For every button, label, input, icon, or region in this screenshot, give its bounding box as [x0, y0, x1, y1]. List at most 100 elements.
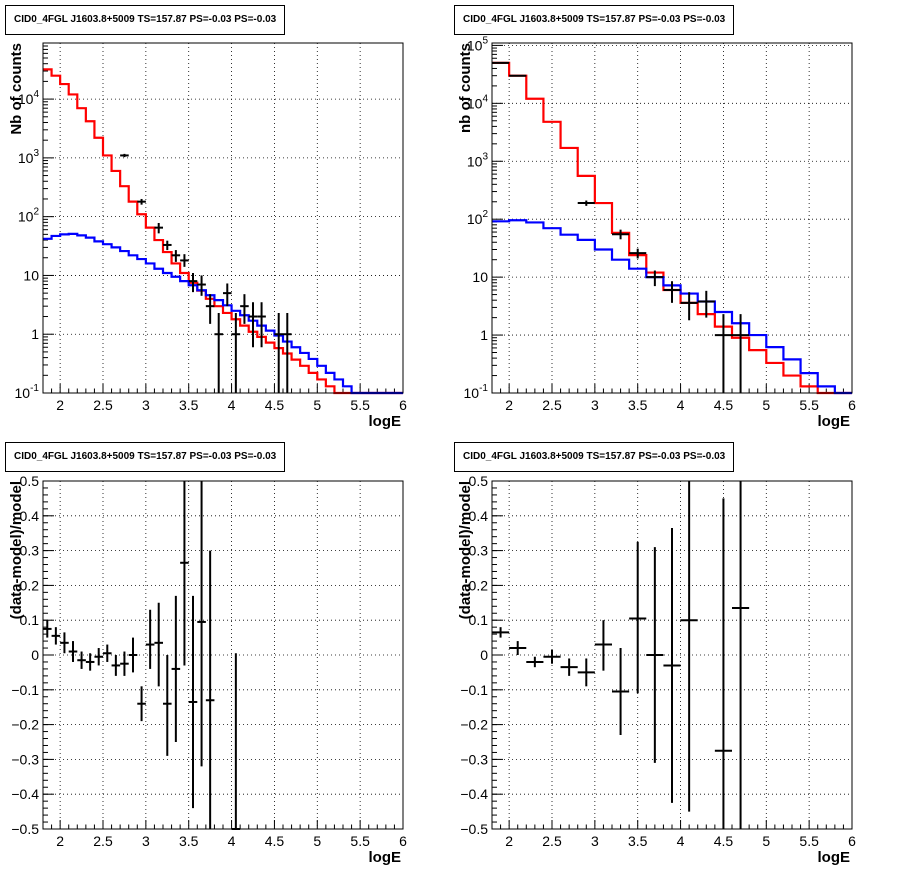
data-point: [77, 651, 86, 669]
x-tick-label: 2.5: [542, 833, 562, 849]
data-point: [283, 312, 292, 393]
data-point: [205, 294, 215, 324]
y-tick-label: −0.3: [11, 751, 39, 767]
y-tick-label: 104: [467, 93, 489, 111]
x-tick-label: 3: [591, 397, 599, 413]
data-point: [137, 686, 146, 722]
data-point: [543, 649, 561, 664]
grid-lines: [492, 43, 852, 393]
data-point: [111, 655, 121, 676]
counts-rebinned-plot: 10-1 1 10 102 103 104 105 2 2.5 3 3.5 4 4.5 5 5.5 6logE…: [457, 35, 856, 430]
data-point: [94, 648, 103, 666]
x-tick-label: 4.5: [265, 833, 285, 849]
y-axis-label: (data-model)/model: [457, 481, 474, 619]
panel-counts-rebinned: 10-1 1 10 102 103 104 105 2 2.5 3 3.5 4 4.5 5 5.5 6 logE…: [449, 0, 898, 437]
x-tick-label: 2.5: [93, 833, 113, 849]
panel-title: CID0_4FGL J1603.8+5009 TS=157.87 PS=-0.0…: [454, 5, 735, 35]
x-tick-label: 5.5: [799, 833, 819, 849]
y-tick-label: 0.1: [469, 612, 489, 628]
y-tick-label: 0.2: [20, 577, 40, 593]
x-tick-label: 4.5: [265, 397, 285, 413]
data-point: [103, 644, 112, 662]
y-tick-label: −0.3: [460, 751, 488, 767]
x-tick-label: 5: [762, 833, 770, 849]
x-tick-label: 2: [505, 397, 513, 413]
x-tick-label: 2: [56, 833, 64, 849]
data-point: [163, 655, 172, 756]
series-line: [43, 232, 403, 395]
x-tick-label: 4.5: [714, 397, 734, 413]
data-point: [180, 481, 189, 666]
data-point: [509, 641, 527, 655]
plot-frame: [42, 42, 404, 394]
x-tick-label: 4: [228, 397, 236, 413]
y-tick-label: 105: [467, 35, 489, 53]
x-tick-label: 3.5: [628, 833, 648, 849]
x-tick-label: 2.5: [542, 397, 562, 413]
x-tick-label: 3.5: [179, 833, 199, 849]
y-tick-label: 10: [472, 269, 488, 285]
y-tick-label: −0.5: [11, 821, 39, 837]
data-point: [231, 312, 241, 393]
panel-title: CID0_4FGL J1603.8+5009 TS=157.87 PS=-0.0…: [454, 442, 735, 472]
y-tick-label: −0.1: [11, 682, 39, 698]
x-tick-label: 4: [228, 833, 236, 849]
data-point: [663, 527, 681, 803]
x-tick-label: 5: [762, 397, 770, 413]
x-tick-label: 3.5: [179, 397, 199, 413]
data-point: [732, 481, 750, 829]
x-tick-label: 3: [142, 397, 150, 413]
y-tick-label: −0.4: [460, 786, 488, 802]
data-point: [154, 222, 163, 234]
x-tick-label: 4.5: [714, 833, 734, 849]
data-point: [137, 198, 146, 205]
x-axis-label: logE: [369, 849, 402, 866]
x-tick-label: 6: [848, 833, 856, 849]
data-point: [509, 74, 527, 77]
y-tick-label: 102: [467, 209, 489, 227]
data-point: [663, 281, 681, 303]
data-point: [594, 620, 612, 671]
y-tick-label: 104: [18, 89, 40, 107]
data-point: [714, 498, 732, 829]
x-axis-label: logE: [369, 413, 402, 430]
panel-title: CID0_4FGL J1603.8+5009 TS=157.87 PS=-0.0…: [5, 442, 286, 472]
series-line: [492, 219, 852, 395]
data-points: [492, 481, 750, 829]
y-tick-label: −0.2: [11, 717, 39, 733]
data-point: [223, 283, 232, 307]
x-tick-label: 4: [677, 833, 685, 849]
data-point: [197, 481, 206, 767]
y-tick-label: 0.4: [469, 508, 489, 524]
y-tick-label: 10-1: [15, 383, 40, 401]
data-point: [231, 653, 241, 830]
y-tick-label: 0: [31, 647, 39, 663]
data-point: [646, 547, 664, 763]
x-axis-label: logE: [818, 849, 851, 866]
data-point: [680, 481, 698, 812]
data-point: [171, 250, 181, 262]
y-tick-label: −0.2: [460, 717, 488, 733]
x-tick-label: 6: [848, 397, 856, 413]
residuals-rebinned-plot: −0.5 −0.4 −0.3 −0.2 −0.1 0 0.1 0.2 0.3 0.4 0.5 2 2.5…: [457, 473, 856, 866]
x-tick-label: 6: [399, 833, 407, 849]
x-tick-label: 5.5: [350, 833, 370, 849]
data-point: [612, 648, 630, 736]
data-point: [248, 302, 258, 348]
y-axis-label: nb of counts: [457, 43, 474, 133]
data-point: [274, 312, 283, 393]
data-points: [120, 153, 292, 393]
x-tick-label: 3: [142, 833, 150, 849]
plot-frame: [42, 480, 404, 830]
y-tick-label: 0.5: [20, 473, 40, 489]
x-tick-label: 5.5: [350, 397, 370, 413]
data-point: [560, 658, 578, 676]
x-tick-label: 2.5: [93, 397, 113, 413]
x-tick-label: 3.5: [628, 397, 648, 413]
y-tick-label: 10-1: [464, 383, 489, 401]
data-point: [188, 595, 198, 809]
data-point: [492, 61, 510, 64]
data-point: [577, 200, 595, 206]
y-tick-label: −0.1: [460, 682, 488, 698]
